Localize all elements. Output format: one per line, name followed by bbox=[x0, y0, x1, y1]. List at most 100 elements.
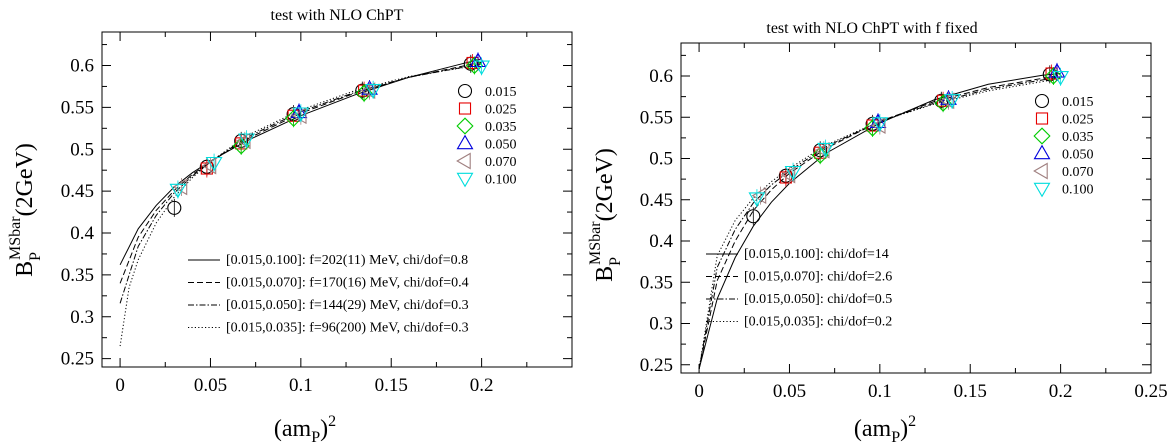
right-fit-legend-label: [0.015,0.035]: chi/dof=0.2 bbox=[744, 315, 892, 330]
right-x-tick-label: 0.2 bbox=[1049, 381, 1073, 402]
left-x-tick-label: 0.05 bbox=[194, 375, 227, 396]
right-data-point bbox=[1044, 67, 1062, 85]
left-chart-ylabel: BPMSbar(2GeV) bbox=[7, 143, 44, 277]
left-fit-legend-label: [0.015,0.070]: f=170(16) MeV, chi/dof=0.… bbox=[226, 276, 469, 291]
right-y-tick-label: 0.3 bbox=[649, 314, 673, 335]
left-legend-marker-0.100 bbox=[456, 172, 474, 188]
right-chart-title: test with NLO ChPT with f fixed bbox=[766, 20, 977, 37]
left-chart-ticks: 0 0.05 0.1 0.15 0.2 0.25 0.3 0.35 0.4 0.45 0.5 0.55… bbox=[61, 32, 572, 396]
right-fit-legend-label: [0.015,0.070]: chi/dof=2.6 bbox=[744, 270, 892, 285]
left-y-tick-label: 0.25 bbox=[61, 349, 94, 370]
left-y-tick-label: 0.6 bbox=[70, 56, 94, 77]
right-y-tick-label: 0.35 bbox=[640, 272, 673, 293]
left-legend-marker-0.050 bbox=[456, 134, 474, 150]
left-legend-marker-0.035 bbox=[456, 117, 474, 135]
left-x-tick-label: 0.15 bbox=[375, 375, 408, 396]
right-y-tick-label: 0.55 bbox=[640, 107, 673, 128]
left-fit-legend-label: [0.015,0.100]: f=202(11) MeV, chi/dof=0.… bbox=[226, 253, 468, 268]
right-x-tick-label: 0.15 bbox=[954, 381, 987, 402]
left-data-point bbox=[360, 82, 376, 100]
right-legend-label: 0.025 bbox=[1062, 113, 1094, 128]
right-data-point bbox=[746, 209, 761, 224]
right-y-tick-label: 0.45 bbox=[640, 190, 673, 211]
right-legend-marker-0.025 bbox=[1035, 112, 1049, 125]
right-legend-marker-0.050 bbox=[1033, 144, 1051, 160]
left-legend-label: 0.050 bbox=[485, 138, 517, 153]
left-data-point bbox=[205, 156, 223, 172]
right-fit-legend-label: [0.015,0.100]: chi/dof=14 bbox=[744, 247, 889, 262]
right-chart-frame bbox=[680, 42, 1152, 374]
left-fit-curve-1 bbox=[119, 61, 482, 284]
left-legend-label: 0.015 bbox=[485, 85, 517, 100]
left-chart-legend: 0.015 0.025 0.035 0.050 0.070 0.100 bbox=[456, 83, 517, 188]
right-x-tick-label: 0.05 bbox=[773, 381, 806, 402]
right-x-tick-label: 0.25 bbox=[1134, 381, 1167, 402]
left-legend-marker-0.025 bbox=[458, 102, 472, 115]
right-chart-ticks: 0 0.05 0.1 0.15 0.2 0.25 0.25 0.3 0.35 0.4 0.45 0.5… bbox=[640, 43, 1167, 402]
left-y-tick-label: 0.3 bbox=[70, 307, 94, 328]
left-chart-frame bbox=[101, 31, 573, 368]
right-data-point bbox=[817, 142, 835, 158]
left-data-point bbox=[167, 200, 182, 215]
left-chart-marks bbox=[119, 52, 491, 347]
right-data-point bbox=[784, 165, 802, 181]
right-y-tick-label: 0.5 bbox=[649, 149, 673, 170]
right-y-tick-label: 0.25 bbox=[640, 355, 673, 376]
left-legend-marker-0.070 bbox=[456, 152, 471, 170]
right-legend-marker-0.070 bbox=[1033, 162, 1048, 180]
right-x-tick-label: 0.1 bbox=[868, 381, 892, 402]
left-y-tick-label: 0.5 bbox=[70, 139, 94, 160]
right-chart-xlabel: (amP)2 bbox=[854, 413, 916, 444]
left-chart-title: test with NLO ChPT bbox=[271, 7, 404, 24]
right-chart-legend: 0.015 0.025 0.035 0.050 0.070 0.100 bbox=[1033, 93, 1094, 198]
left-fit-curve-2 bbox=[119, 63, 482, 304]
right-y-tick-label: 0.4 bbox=[649, 231, 673, 252]
right-y-tick-label: 0.6 bbox=[649, 66, 673, 87]
right-chart-marks bbox=[698, 62, 1070, 370]
right-legend-label: 0.070 bbox=[1062, 165, 1094, 180]
left-legend-label: 0.025 bbox=[485, 103, 517, 118]
right-chart: test with NLO ChPT with f fixed 0 0.05 0.1… bbox=[587, 20, 1167, 444]
left-data-point bbox=[473, 60, 491, 76]
left-legend-label: 0.070 bbox=[485, 155, 517, 170]
left-data-point bbox=[465, 56, 483, 75]
right-legend-marker-0.100 bbox=[1033, 182, 1051, 198]
left-y-tick-label: 0.4 bbox=[70, 223, 94, 244]
left-x-tick-label: 0.1 bbox=[289, 375, 313, 396]
left-legend-label: 0.035 bbox=[485, 120, 517, 135]
left-chart-fit-legend: [0.015,0.100]: f=202(11) MeV, chi/dof=0.… bbox=[188, 253, 469, 336]
right-data-point bbox=[748, 192, 766, 208]
left-y-tick-label: 0.35 bbox=[61, 265, 94, 286]
right-x-tick-label: 0 bbox=[694, 381, 704, 402]
left-y-tick-label: 0.45 bbox=[61, 181, 94, 202]
left-legend-marker-0.015 bbox=[457, 83, 473, 99]
right-fit-legend-label: [0.015,0.050]: chi/dof=0.5 bbox=[744, 292, 892, 307]
right-data-point bbox=[1052, 71, 1070, 86]
left-x-tick-label: 0.2 bbox=[470, 375, 494, 396]
right-data-point bbox=[943, 94, 961, 109]
right-data-point bbox=[871, 117, 889, 132]
left-x-tick-label: 0 bbox=[115, 375, 125, 396]
right-legend-label: 0.050 bbox=[1062, 148, 1094, 163]
left-fit-legend-label: [0.015,0.035]: f=96(200) MeV, chi/dof=0.… bbox=[226, 321, 469, 336]
left-data-point bbox=[172, 178, 188, 196]
right-data-point bbox=[939, 92, 955, 110]
left-data-point bbox=[238, 133, 256, 149]
right-legend-label: 0.035 bbox=[1062, 130, 1094, 145]
left-chart: test with NLO ChPT 0 0.05 0.1 0.15 0.2 0.25 0.… bbox=[7, 7, 573, 444]
right-chart-fit-legend: [0.015,0.100]: chi/dof=14 [0.015,0.070]: … bbox=[706, 247, 892, 330]
left-fit-legend-label: [0.015,0.050]: f=144(29) MeV, chi/dof=0.… bbox=[226, 298, 469, 313]
right-fit-curve-0 bbox=[698, 73, 1061, 370]
left-data-point bbox=[292, 107, 310, 123]
left-y-tick-label: 0.55 bbox=[61, 97, 94, 118]
right-legend-label: 0.100 bbox=[1062, 183, 1094, 198]
left-chart-xlabel: (amP)2 bbox=[274, 413, 336, 444]
left-fit-curve-0 bbox=[119, 58, 482, 266]
left-data-point bbox=[364, 84, 382, 99]
right-legend-marker-0.015 bbox=[1034, 93, 1050, 109]
right-chart-ylabel: BPMSbar(2GeV) bbox=[587, 148, 624, 282]
left-legend-label: 0.100 bbox=[485, 173, 517, 188]
right-data-point bbox=[751, 187, 767, 205]
right-legend-marker-0.035 bbox=[1033, 127, 1051, 145]
